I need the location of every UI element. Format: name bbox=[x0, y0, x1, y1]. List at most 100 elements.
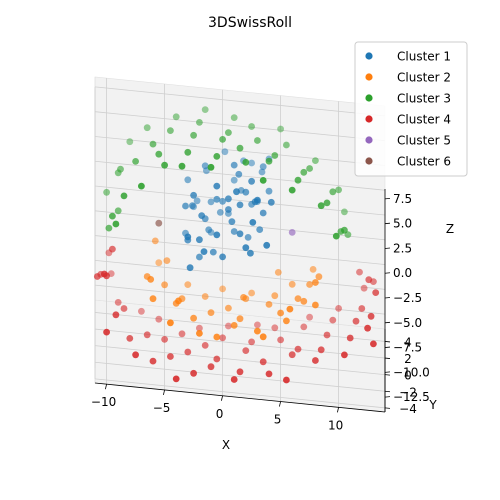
data-point bbox=[161, 161, 169, 169]
x-tick-label: −10 bbox=[91, 395, 116, 409]
data-point bbox=[306, 281, 313, 288]
data-point bbox=[132, 158, 140, 165]
data-point bbox=[242, 347, 250, 354]
x-tick-label: 0 bbox=[216, 407, 224, 421]
data-point bbox=[335, 305, 342, 312]
data-point bbox=[161, 281, 169, 289]
data-point bbox=[248, 289, 256, 297]
legend-marker bbox=[365, 52, 373, 60]
data-point bbox=[213, 182, 221, 190]
data-point bbox=[358, 305, 366, 312]
data-point bbox=[277, 309, 284, 317]
data-point bbox=[196, 253, 203, 261]
data-point bbox=[213, 195, 221, 203]
legend-marker bbox=[365, 115, 373, 123]
data-point bbox=[256, 226, 264, 234]
data-point bbox=[230, 228, 238, 235]
data-point bbox=[207, 363, 215, 371]
data-point bbox=[147, 276, 155, 283]
legend-marker bbox=[365, 73, 373, 81]
data-point bbox=[213, 153, 221, 160]
data-point bbox=[236, 144, 244, 152]
data-point bbox=[167, 353, 174, 360]
y-tick-mark bbox=[384, 341, 391, 343]
data-point bbox=[346, 334, 354, 342]
data-point bbox=[300, 168, 308, 176]
y-tick-mark bbox=[384, 357, 391, 359]
data-point bbox=[254, 327, 261, 335]
data-point bbox=[132, 351, 140, 359]
data-point bbox=[254, 196, 261, 204]
data-point bbox=[242, 158, 250, 166]
data-point bbox=[109, 212, 116, 220]
x-tick-mark bbox=[279, 401, 281, 407]
data-point bbox=[143, 331, 151, 339]
data-point bbox=[247, 249, 254, 257]
data-point bbox=[323, 199, 331, 207]
data-point bbox=[138, 182, 145, 190]
data-point bbox=[207, 198, 215, 206]
z-axis-ticks: −12.5 −10.0 −7.5 −5.0 −2.5 0.0 2.5 5.0 7.5 bbox=[384, 192, 430, 404]
data-point bbox=[196, 324, 203, 332]
data-point bbox=[167, 319, 174, 327]
data-point bbox=[230, 161, 238, 169]
data-point bbox=[259, 358, 267, 366]
legend-item: Cluster 2 bbox=[365, 71, 451, 85]
data-point bbox=[196, 330, 203, 337]
data-point bbox=[201, 106, 209, 113]
data-point bbox=[259, 163, 267, 171]
data-point bbox=[155, 259, 163, 267]
data-point bbox=[225, 129, 232, 137]
data-point bbox=[149, 295, 157, 303]
y-tick-label: 4 bbox=[404, 335, 412, 349]
legend-item: Cluster 4 bbox=[365, 113, 451, 127]
data-point bbox=[248, 123, 256, 130]
grid-line-z-back bbox=[94, 235, 386, 265]
y-tick-label: 2 bbox=[404, 352, 412, 366]
data-point bbox=[233, 188, 240, 196]
data-point bbox=[254, 137, 261, 144]
data-point bbox=[312, 357, 319, 364]
data-point bbox=[367, 312, 375, 320]
data-point bbox=[219, 136, 227, 143]
data-point bbox=[198, 212, 206, 220]
data-point bbox=[372, 289, 380, 296]
z-tick-mark bbox=[384, 222, 391, 225]
data-point bbox=[317, 346, 325, 354]
data-point bbox=[265, 370, 273, 378]
data-point bbox=[283, 376, 290, 384]
y-tick-mark bbox=[384, 390, 391, 393]
data-point bbox=[114, 299, 122, 306]
legend-marker bbox=[365, 136, 373, 144]
z-tick-mark bbox=[384, 346, 391, 348]
data-point bbox=[271, 292, 279, 300]
data-point bbox=[265, 187, 273, 195]
data-point bbox=[126, 335, 134, 342]
data-point bbox=[225, 206, 232, 213]
legend-label: Cluster 6 bbox=[397, 155, 451, 169]
data-point bbox=[105, 224, 113, 232]
data-point bbox=[186, 264, 194, 272]
z-tick-mark bbox=[384, 198, 391, 200]
x-tick-mark bbox=[163, 389, 165, 396]
data-point bbox=[236, 368, 244, 376]
data-point bbox=[286, 305, 294, 313]
y-tick-mark bbox=[384, 374, 391, 376]
data-point bbox=[190, 131, 198, 139]
axis-panes bbox=[94, 76, 386, 413]
data-point bbox=[312, 157, 319, 165]
data-point bbox=[213, 333, 221, 341]
data-point bbox=[265, 157, 273, 165]
data-point bbox=[126, 138, 134, 146]
data-point bbox=[236, 315, 244, 323]
y-tick-label: 0 bbox=[404, 369, 412, 383]
data-point bbox=[230, 176, 238, 184]
data-point bbox=[315, 273, 323, 281]
data-point bbox=[149, 140, 157, 148]
data-point bbox=[230, 114, 238, 121]
data-point bbox=[184, 348, 192, 356]
data-point bbox=[230, 376, 238, 383]
data-point bbox=[149, 357, 157, 365]
data-point bbox=[155, 150, 163, 158]
